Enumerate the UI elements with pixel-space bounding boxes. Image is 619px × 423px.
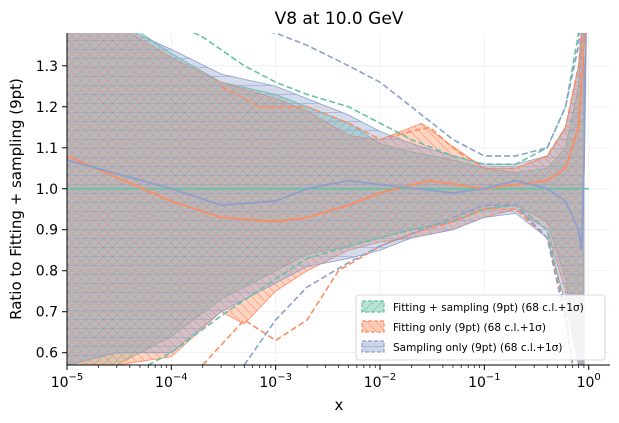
y-tick-label-3: 0.9 [36,223,58,239]
y-tick-label-5: 1.1 [36,141,58,157]
x-tick-label-5: 100 [577,372,601,391]
x-tick-label-0: 10−5 [51,372,84,391]
y-tick-label-2: 0.8 [36,264,58,280]
legend-label-1: Fitting only (9pt) (68 c.l.+1σ) [393,322,546,334]
legend-label-2: Sampling only (9pt) (68 c.l.+1σ) [393,342,562,354]
legend-box [355,294,606,361]
y-tick-label-4: 1.0 [36,182,58,198]
x-tick-label-4: 10−1 [468,372,501,391]
series-lines [67,33,589,365]
upper-dashed-series-1 [220,33,583,170]
legend-swatch-hatch-2 [362,341,384,352]
y-tick-label-6: 1.2 [36,100,58,116]
upper-dashed-series-2 [270,33,581,157]
legend-swatch-hatch-1 [362,321,384,332]
y-axis-label: Ratio to Fitting + sampling (9pt) [7,78,25,320]
x-axis-label: x [335,396,344,414]
y-tick-label-7: 1.3 [36,59,58,75]
plot-area [67,33,589,365]
central-line-series-2 [67,33,587,251]
central-line-series-1 [67,33,586,223]
chart-title: V8 at 10.0 GeV [275,9,404,29]
band-hatch-series-2 [67,33,584,365]
legend-label-0: Fitting + sampling (9pt) (68 c.l.+1σ) [393,302,584,314]
x-ticks: 10−5 10−4 10−3 10−2 10−1 100 [51,365,601,391]
y-tick-label-1: 0.7 [36,305,58,321]
x-tick-label-1: 10−4 [155,372,188,391]
x-tick-label-3: 10−2 [364,372,397,391]
y-tick-label-0: 0.6 [36,346,58,362]
y-ticks: 0.6 0.7 0.8 0.9 1.0 1.1 1.2 1.3 [36,59,67,362]
x-tick-label-2: 10−3 [259,372,292,391]
legend-swatch-hatch-0 [362,301,384,312]
uncertainty-bands [67,33,585,365]
lower-dashed-series-2 [243,204,574,365]
legend: Fitting + sampling (9pt) (68 c.l.+1σ) Fit… [355,294,606,361]
lower-dashed-series-0 [147,204,574,365]
